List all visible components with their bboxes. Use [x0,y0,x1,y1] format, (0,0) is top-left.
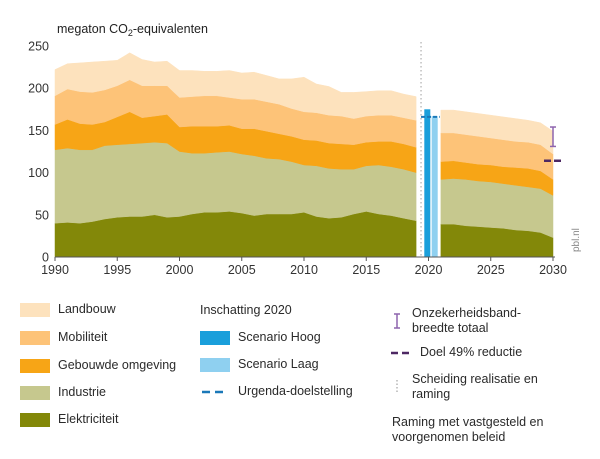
x-tick-label: 2025 [477,263,505,277]
bar-scenario-hoog [424,109,431,257]
swatch-elektriciteit [20,412,50,427]
legend-label: Landbouw [58,302,116,316]
legend-item-separator: Scheiding realisatie en raming [390,372,552,402]
y-tick-label: 50 [35,208,49,222]
legend-item-elektriciteit: Elektriciteit [20,412,118,427]
x-tick-label: 2015 [352,263,380,277]
legend-label: Industrie [58,385,106,399]
y-axis-label: megaton CO2-equivalenten [57,22,208,38]
y-tick-label: 0 [42,251,49,265]
bar-scenario-laag [431,116,438,257]
target-markers [420,42,562,257]
watermark: pbl.nl [571,228,582,252]
dash-line-icon [202,390,228,393]
legend-item-mobiliteit: Mobiliteit [20,330,107,345]
legend-item-gebouwde-omgeving: Gebouwde omgeving [20,358,176,373]
y-tick-label: 150 [28,124,49,138]
legend-projection-note: Raming met vastgesteld en voorgenomen be… [392,415,544,444]
estimate-bars [424,109,438,257]
projection-area-landbouw [440,109,554,155]
y-tick-label: 200 [28,82,49,96]
legend-item-industrie: Industrie [20,385,106,400]
y-tick-label: 250 [28,40,49,54]
swatch-landbouw [20,302,50,317]
legend-item-urgenda: Urgenda-doelstelling [200,384,353,399]
legend-item-scenario-laag: Scenario Laag [200,357,319,372]
x-tick-label: 2000 [166,263,194,277]
x-tick-label: 2020 [415,263,443,277]
y-tick-label: 100 [28,166,49,180]
legend-item-landbouw: Landbouw [20,302,116,317]
x-tick-label: 2005 [228,263,256,277]
x-tick-label: 1990 [41,263,69,277]
swatch-scenario-laag [200,357,230,372]
legend-label: Gebouwde omgeving [58,358,177,372]
swatch-industrie [20,385,50,400]
swatch-gebouwde-omgeving [20,358,50,373]
legend-label: Mobiliteit [58,330,108,344]
stacked-areas [54,52,554,258]
range-bar-icon [394,313,400,329]
dotted-line-icon [396,380,398,394]
axes: 1990 1995 2000 2005 2010 2015 2020 2025 2030 0 50 1… [28,40,567,278]
legend-estimate-title: Inschatting 2020 [200,303,292,317]
legend-item-uncertainty: Onzekerheidsband-breedte totaal [390,306,552,336]
x-tick-label: 2010 [290,263,318,277]
legend-item-reduction: Doel 49% reductie [390,345,522,360]
x-tick-label: 2030 [539,263,567,277]
swatch-mobiliteit [20,330,50,345]
legend-label: Elektriciteit [58,412,119,426]
x-tick-label: 1995 [103,263,131,277]
historical-area-landbouw [54,52,417,121]
dash-line-icon [391,351,411,354]
legend-item-scenario-hoog: Scenario Hoog [200,330,321,345]
swatch-scenario-hoog [200,330,230,345]
